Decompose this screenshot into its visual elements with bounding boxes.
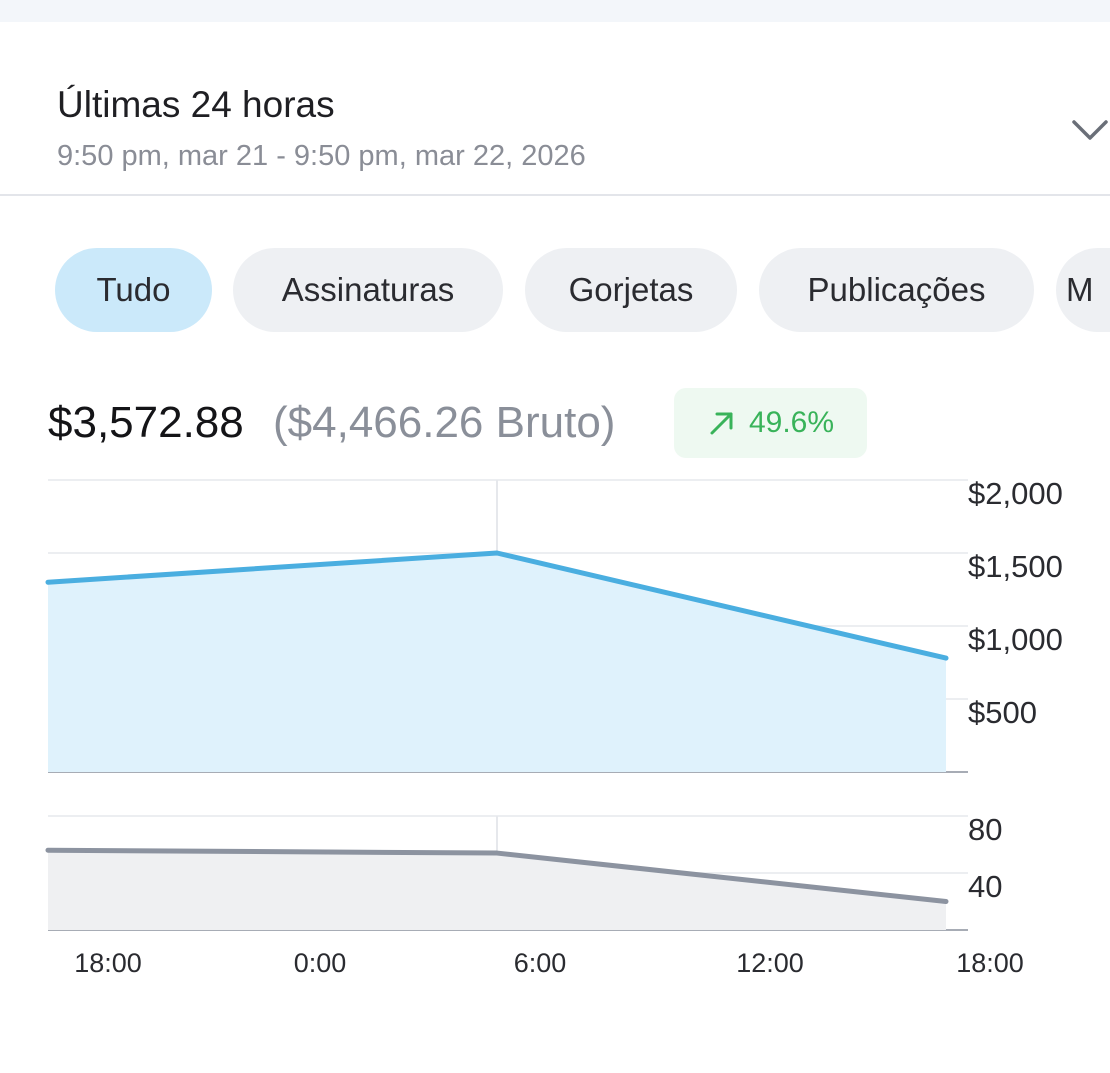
x-tick-label: 0:00 [294,948,347,978]
arrow-up-right-icon [710,412,733,435]
tab-gorjetas[interactable]: Gorjetas [525,248,737,332]
change-value: 49.6% [748,406,835,439]
revenue-y-axis: $2,000 $1,500 $1,000 $500 [968,476,1063,730]
tab-assinaturas[interactable]: Assinaturas [233,248,503,332]
count-area [45,847,949,930]
period-title: Últimas 24 horas [57,84,335,125]
earnings-chart: $2,000 $1,500 $1,000 $500 80 40 18:00 0:00 6:0… [45,476,1063,978]
top-strip [0,0,1110,22]
period-range: 9:50 pm, mar 21 - 9:50 pm, mar 22, 2026 [57,140,586,172]
revenue-ytick-label: $2,000 [968,476,1063,511]
revenue-ytick-label: $1,000 [968,622,1063,657]
revenue-ytick-label: $1,500 [968,549,1063,584]
gross-earnings: ($4,466.26 Bruto) [273,398,616,447]
count-y-axis: 80 40 [968,812,1002,904]
revenue-area [45,550,949,772]
count-ytick-label: 80 [968,812,1002,847]
count-point [496,852,498,854]
x-tick-label: 18:00 [74,948,142,978]
chevron-down-icon[interactable] [1070,116,1110,146]
revenue-point [496,552,498,554]
count-area-fill [48,850,946,930]
revenue-ytick-label: $500 [968,695,1037,730]
x-axis: 18:00 0:00 6:00 12:00 18:00 [74,948,1024,978]
period-selector[interactable]: Últimas 24 horas 9:50 pm, mar 21 - 9:50 … [0,22,1110,196]
filter-tabs: Tudo Assinaturas Gorjetas Publicações M [0,248,1110,334]
x-tick-label: 6:00 [514,948,567,978]
tab-more[interactable]: M [1056,248,1110,332]
x-tick-label: 12:00 [736,948,804,978]
count-point [47,849,49,851]
change-badge: 49.6% [674,388,867,458]
count-point [945,901,947,902]
x-tick-label: 18:00 [956,948,1024,978]
revenue-point [47,581,49,583]
tab-publicacoes[interactable]: Publicações [759,248,1034,332]
revenue-area-fill [48,553,946,772]
net-earnings: $3,572.88 [48,398,244,447]
tab-tudo[interactable]: Tudo [55,248,212,332]
revenue-point [945,657,947,659]
count-ytick-label: 40 [968,869,1002,904]
